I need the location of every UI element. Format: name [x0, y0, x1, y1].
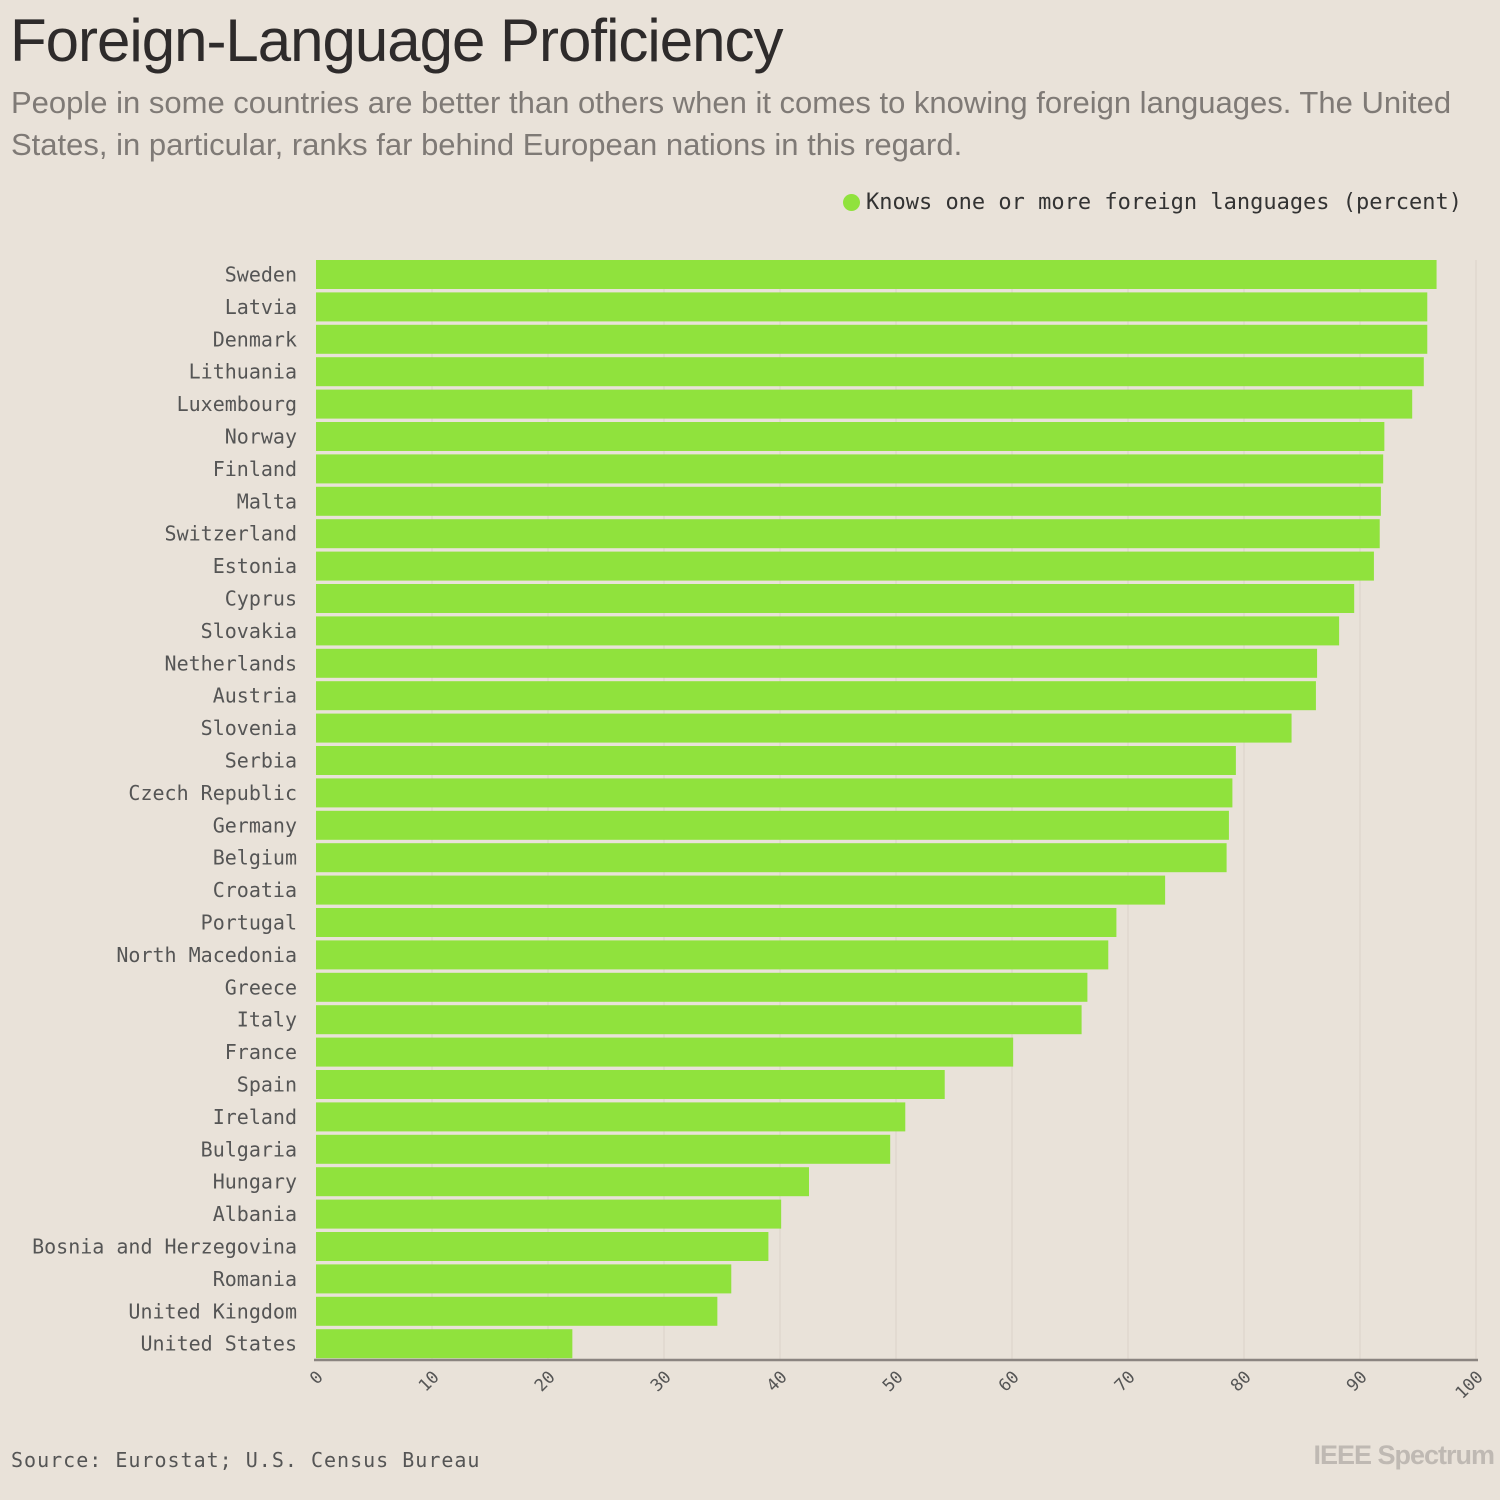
- category-label: Romania: [213, 1267, 297, 1291]
- bar: [316, 713, 1292, 743]
- bar: [316, 486, 1381, 516]
- category-label: Greece: [225, 975, 297, 999]
- brand-logo: IEEE Spectrum: [1313, 1440, 1495, 1470]
- category-label: France: [225, 1040, 297, 1064]
- bar: [316, 1232, 769, 1261]
- x-tick-label: 60: [995, 1367, 1024, 1396]
- bar: [316, 810, 1229, 840]
- x-tick-label: 10: [415, 1367, 444, 1396]
- bar: [316, 746, 1236, 775]
- x-tick-label: 40: [763, 1367, 792, 1396]
- x-tick-label: 20: [531, 1367, 560, 1396]
- bars: [316, 260, 1437, 1359]
- category-label: Czech Republic: [128, 781, 297, 805]
- legend-swatch: [842, 194, 860, 211]
- source-note: Source: Eurostat; U.S. Census Bureau: [11, 1448, 481, 1472]
- bar: [316, 616, 1340, 646]
- category-label: Italy: [237, 1008, 297, 1032]
- page-subtitle: People in some countries are better than…: [11, 85, 1452, 162]
- x-tick-label: 70: [1111, 1367, 1140, 1396]
- x-tick-label: 100: [1452, 1367, 1488, 1403]
- category-label: Hungary: [213, 1170, 297, 1194]
- x-tick-label: 80: [1227, 1367, 1256, 1396]
- bar: [316, 648, 1318, 678]
- category-label: Cyprus: [225, 587, 297, 611]
- bar: [316, 1329, 573, 1359]
- bar: [316, 1102, 906, 1132]
- bar: [316, 681, 1316, 711]
- bar: [316, 1167, 809, 1197]
- category-label: Latvia: [225, 295, 297, 319]
- x-tick-label: 50: [879, 1367, 908, 1396]
- category-label: Serbia: [225, 749, 297, 773]
- bar: [316, 422, 1385, 451]
- category-label: Norway: [225, 425, 297, 449]
- category-label: Ireland: [213, 1105, 297, 1129]
- bar: [316, 875, 1166, 905]
- bar: [316, 1037, 1014, 1067]
- category-label: North Macedonia: [116, 943, 297, 967]
- x-tick-label: 0: [306, 1367, 327, 1388]
- category-label: Spain: [237, 1073, 297, 1097]
- bar-chart: Sweden Latvia Denmark Lithuania Luxembourg No…: [32, 260, 1488, 1403]
- category-label: Albania: [213, 1202, 297, 1226]
- bar: [316, 1264, 732, 1294]
- category-label: Portugal: [201, 911, 297, 935]
- category-label: United Kingdom: [128, 1299, 297, 1323]
- bar: [316, 551, 1374, 581]
- category-label: Bosnia and Herzegovina: [32, 1235, 297, 1259]
- category-label: Netherlands: [165, 651, 297, 675]
- bar: [316, 778, 1233, 808]
- bar: [316, 260, 1437, 289]
- bar: [316, 584, 1355, 613]
- legend: Knows one or more foreign languages (per…: [842, 190, 1462, 215]
- category-label: Croatia: [213, 878, 297, 902]
- bar: [316, 324, 1428, 354]
- bar: [316, 292, 1428, 322]
- bar: [316, 972, 1088, 1002]
- page-title: Foreign-Language Proficiency: [10, 7, 783, 74]
- category-labels: Sweden Latvia Denmark Lithuania Luxembourg No…: [32, 263, 297, 1356]
- bar: [316, 1005, 1082, 1035]
- bar: [316, 940, 1109, 970]
- category-label: Finland: [213, 457, 297, 481]
- bar: [316, 1199, 782, 1229]
- category-label: Belgium: [213, 846, 297, 870]
- category-label: Bulgaria: [201, 1137, 297, 1161]
- bar: [316, 908, 1117, 937]
- bar: [316, 1070, 945, 1099]
- x-axis: 0 10 20 30 40 50 60 70 80 90 100: [306, 1358, 1488, 1403]
- category-label: Switzerland: [165, 522, 297, 546]
- category-label: Slovakia: [201, 619, 297, 643]
- bar: [316, 1134, 891, 1164]
- category-label: United States: [140, 1332, 297, 1356]
- category-label: Luxembourg: [177, 392, 297, 416]
- category-label: Austria: [213, 684, 297, 708]
- bar: [316, 389, 1413, 419]
- category-label: Estonia: [213, 554, 297, 578]
- category-label: Lithuania: [189, 360, 297, 384]
- x-tick-label: 90: [1343, 1367, 1372, 1396]
- bar: [316, 1296, 718, 1326]
- category-label: Slovenia: [201, 716, 297, 740]
- category-label: Sweden: [225, 263, 297, 287]
- legend-label: Knows one or more foreign languages (per…: [865, 190, 1462, 215]
- category-label: Germany: [213, 813, 297, 837]
- category-label: Denmark: [213, 327, 297, 351]
- bar: [316, 454, 1384, 484]
- bar: [316, 357, 1424, 387]
- category-label: Malta: [237, 489, 297, 513]
- bar: [316, 519, 1380, 549]
- x-tick-label: 30: [647, 1367, 676, 1396]
- bar: [316, 843, 1227, 873]
